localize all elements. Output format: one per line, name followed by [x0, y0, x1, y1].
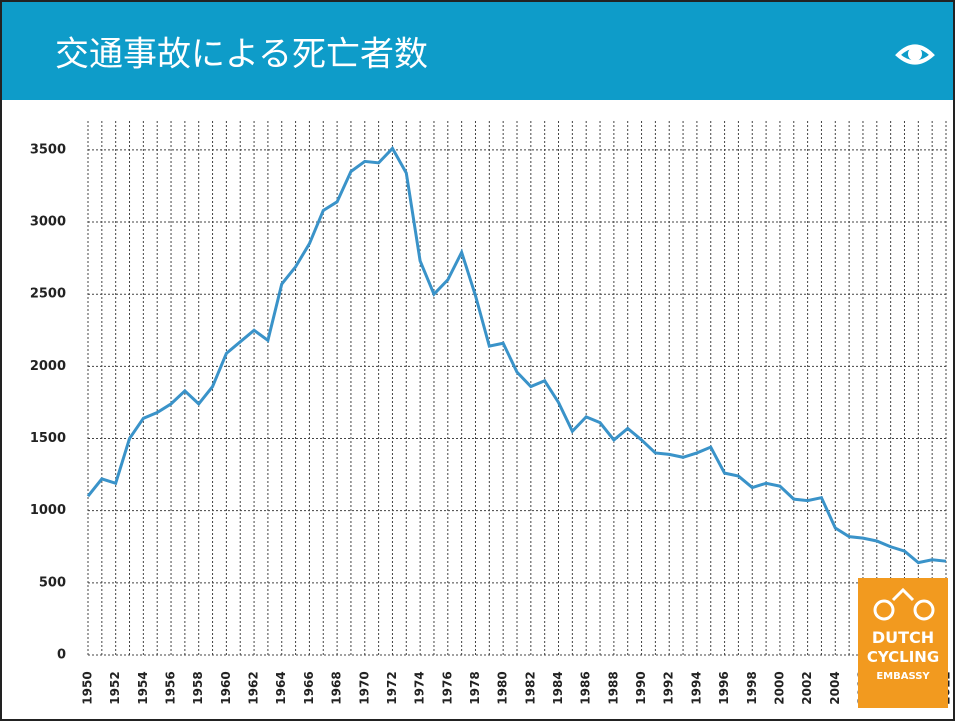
x-tick-label: 1986: [579, 671, 593, 704]
y-tick-label: 2000: [30, 359, 66, 374]
x-tick-label: 1978: [468, 671, 482, 704]
x-tick-label: 1982: [523, 671, 537, 704]
y-tick-label: 500: [39, 575, 66, 590]
x-tick-label: 1992: [662, 671, 676, 704]
eye-icon: [895, 44, 935, 65]
header-bar: [0, 0, 955, 100]
x-tick-label: 1956: [164, 671, 178, 704]
data-line: [86, 145, 947, 565]
x-tick-label: 1994: [689, 671, 703, 704]
y-tick-label: 1500: [30, 431, 66, 446]
x-tick-label: 1972: [385, 671, 399, 704]
x-tick-label: 1990: [634, 671, 648, 704]
logo-text: EMBASSY: [876, 671, 930, 682]
x-tick-label: 1988: [606, 671, 620, 704]
x-tick-label: 2002: [800, 671, 814, 704]
logo-text: DUTCH: [872, 628, 934, 647]
x-tick-label: 1974: [413, 671, 427, 704]
x-tick-label: 1998: [745, 671, 759, 704]
x-tick-label: 1954: [136, 671, 150, 704]
y-tick-label: 3000: [30, 215, 66, 230]
y-tick-label: 3500: [30, 142, 66, 157]
x-tick-label: 1952: [108, 671, 122, 704]
x-tick-label: 1984: [551, 671, 565, 704]
x-tick-label: 1964: [274, 671, 288, 704]
y-tick-label: 0: [57, 648, 66, 663]
x-tick-label: 1980: [496, 671, 510, 704]
x-tick-label: 1962: [247, 671, 261, 704]
x-tick-label: 1966: [302, 671, 316, 704]
x-tick-label: 1996: [717, 671, 731, 704]
logo: DUTCH CYCLING EMBASSY: [858, 578, 948, 708]
x-tick-label: 1970: [357, 671, 371, 704]
x-tick-label: 2004: [828, 671, 842, 704]
logo-text: CYCLING: [867, 648, 939, 666]
x-tick-label: 1958: [191, 671, 205, 704]
y-tick-label: 2500: [30, 287, 66, 302]
x-tick-label: 1968: [330, 671, 344, 704]
x-tick-label: 1960: [219, 671, 233, 704]
x-tick-label: 1976: [440, 671, 454, 704]
x-tick-label: 2000: [772, 671, 786, 704]
x-tick-label: 1950: [81, 671, 95, 704]
chart-title: 交通事故による死亡者数: [55, 35, 428, 75]
y-tick-label: 1000: [30, 503, 66, 518]
